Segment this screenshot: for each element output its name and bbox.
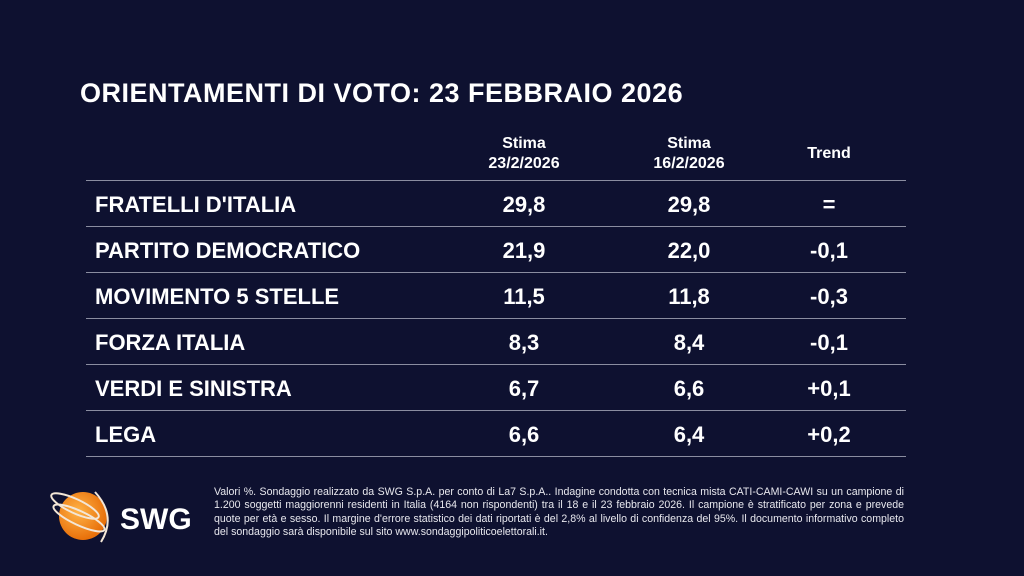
- header-previous-estimate: Stima 16/2/2026: [619, 134, 759, 174]
- trend-value: -0,1: [810, 238, 848, 263]
- party-name: MOVIMENTO 5 STELLE: [95, 284, 340, 309]
- globe-icon: [50, 491, 109, 543]
- party-name: LEGA: [95, 422, 157, 447]
- table-row: LEGA 6,6 6,4 +0,2: [86, 410, 906, 457]
- previous-estimate: 8,4: [673, 330, 705, 355]
- current-estimate: 8,3: [508, 330, 540, 355]
- trend-value: +0,2: [807, 422, 851, 447]
- party-name: FRATELLI D'ITALIA: [95, 192, 297, 217]
- methodology-note: Valori %. Sondaggio realizzato da SWG S.…: [214, 486, 904, 539]
- table-row: MOVIMENTO 5 STELLE 11,5 11,8 -0,3: [86, 272, 906, 318]
- header-line: Stima: [502, 135, 546, 152]
- previous-estimate: 11,8: [668, 284, 710, 309]
- previous-estimate: 6,4: [673, 422, 705, 447]
- current-estimate: 6,7: [508, 376, 540, 401]
- previous-estimate: 29,8: [667, 192, 711, 217]
- header-line: Stima: [667, 135, 711, 152]
- header-current-estimate: Stima 23/2/2026: [454, 134, 594, 174]
- logo-text: SWG: [120, 503, 192, 536]
- trend-value: =: [822, 192, 836, 217]
- previous-estimate: 22,0: [667, 238, 711, 263]
- header-trend: Trend: [759, 144, 899, 164]
- swg-logo: [45, 486, 205, 546]
- table-row: FRATELLI D'ITALIA 29,8 29,8 =: [86, 180, 906, 226]
- header-line: Trend: [807, 145, 851, 162]
- header-line: 16/2/2026: [653, 155, 725, 172]
- table-row: PARTITO DEMOCRATICO 21,9 22,0 -0,1: [86, 226, 906, 272]
- current-estimate: 6,6: [508, 422, 540, 447]
- trend-value: +0,1: [807, 376, 851, 401]
- trend-value: -0,1: [810, 330, 848, 355]
- current-estimate: 11,5: [503, 284, 545, 309]
- current-estimate: 29,8: [502, 192, 546, 217]
- header-line: 23/2/2026: [488, 155, 560, 172]
- trend-value: -0,3: [810, 284, 848, 309]
- table-row: VERDI E SINISTRA 6,7 6,6 +0,1: [86, 364, 906, 410]
- table-row: FORZA ITALIA 8,3 8,4 -0,1: [86, 318, 906, 364]
- current-estimate: 21,9: [502, 238, 546, 263]
- party-name: VERDI E SINISTRA: [95, 376, 292, 401]
- previous-estimate: 6,6: [673, 376, 705, 401]
- page-title: ORIENTAMENTI DI VOTO: 23 FEBBRAIO 2026: [80, 78, 684, 108]
- party-name: FORZA ITALIA: [95, 330, 246, 355]
- poll-table: FRATELLI D'ITALIA 29,8 29,8 = PARTITO DEMOCR…: [86, 180, 906, 457]
- party-name: PARTITO DEMOCRATICO: [95, 238, 361, 263]
